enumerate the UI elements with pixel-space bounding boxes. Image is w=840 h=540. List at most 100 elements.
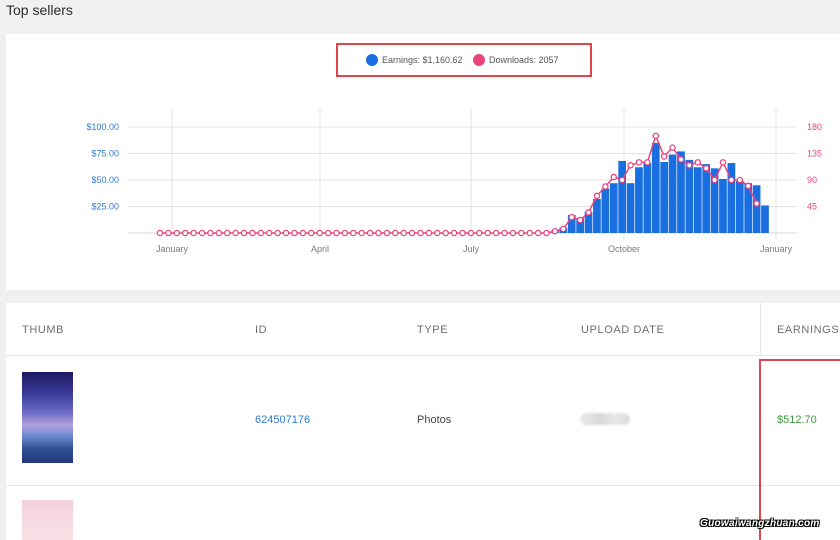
legend-downloads[interactable]: Downloads: 2057 <box>473 54 559 66</box>
earnings-bar <box>693 167 702 233</box>
asset-earnings: $512.70 <box>777 414 817 426</box>
downloads-point <box>442 229 449 237</box>
downloads-point <box>627 162 634 169</box>
downloads-point <box>190 229 197 237</box>
downloads-point <box>291 229 298 237</box>
downloads-point <box>274 229 281 237</box>
x-tick-label: July <box>463 244 480 254</box>
downloads-point <box>341 229 349 237</box>
earnings-downloads-chart: $100.00 $75.00 $50.00 $25.00 180 135 90 45 Janua… <box>86 108 822 254</box>
downloads-point <box>652 132 660 140</box>
downloads-point <box>686 162 693 169</box>
y-right-tick-label: 45 <box>807 202 817 212</box>
earnings-bar <box>635 167 643 233</box>
downloads-point <box>392 229 399 237</box>
downloads-point <box>299 229 307 237</box>
x-tick-label: October <box>608 244 640 254</box>
downloads-point <box>375 229 382 237</box>
downloads-point <box>551 227 559 235</box>
earnings-bar <box>593 199 601 233</box>
legend-earnings[interactable]: Earnings: $1,160.62 <box>366 54 463 66</box>
earnings-bar <box>677 151 685 233</box>
earnings-bar <box>735 181 744 233</box>
top-sellers-table <box>6 303 840 540</box>
downloads-point <box>383 229 391 237</box>
column-header-id[interactable]: ID <box>255 324 268 336</box>
downloads-point <box>694 159 702 166</box>
downloads-point <box>744 182 752 190</box>
y-left-tick-label: $25.00 <box>91 202 119 212</box>
row-divider <box>6 485 840 486</box>
downloads-point <box>677 156 685 163</box>
earnings-bar <box>744 183 753 233</box>
column-header-type[interactable]: TYPE <box>417 324 449 336</box>
downloads-point <box>543 229 550 237</box>
header-divider <box>6 355 840 356</box>
downloads-point <box>198 229 206 237</box>
y-right-tick-label: 180 <box>807 122 822 132</box>
page-title: Top sellers <box>6 2 73 18</box>
earnings-bar <box>626 183 635 233</box>
downloads-point <box>450 229 458 237</box>
earnings-bar <box>685 159 694 233</box>
earnings-bar <box>660 161 669 233</box>
earnings-bar <box>727 163 736 233</box>
downloads-point <box>333 229 340 237</box>
downloads-point <box>644 159 651 166</box>
downloads-point <box>719 159 727 166</box>
downloads-point <box>669 144 676 151</box>
downloads-point <box>518 229 525 237</box>
downloads-point <box>593 192 601 200</box>
downloads-point <box>358 229 365 237</box>
x-tick-label: January <box>156 244 189 254</box>
watermark: Guowaiwangzhuan.com <box>700 518 820 529</box>
downloads-point <box>618 176 626 184</box>
earnings-bar <box>618 160 627 233</box>
downloads-point <box>282 229 290 237</box>
downloads-point <box>232 229 239 237</box>
earnings-bar <box>651 142 660 233</box>
downloads-point <box>249 229 256 237</box>
downloads-point <box>366 229 374 237</box>
downloads-point <box>156 229 164 237</box>
downloads-point <box>257 229 265 237</box>
downloads-point <box>635 159 643 166</box>
downloads-point <box>181 229 189 237</box>
downloads-point <box>610 173 618 181</box>
column-header-upload-date[interactable]: UPLOAD DATE <box>581 324 665 336</box>
earnings-bar <box>668 154 677 233</box>
downloads-point <box>316 229 323 237</box>
downloads-dot-icon <box>473 54 485 66</box>
downloads-point <box>568 213 575 221</box>
earnings-bar <box>710 168 719 233</box>
earnings-bar <box>601 188 610 233</box>
column-header-thumb[interactable]: THUMB <box>22 324 65 336</box>
downloads-point <box>585 209 592 216</box>
earnings-bar <box>643 163 652 233</box>
downloads-point <box>728 176 735 184</box>
thumbnail-image[interactable] <box>22 500 73 540</box>
x-tick-label: January <box>760 244 793 254</box>
y-left-tick-label: $75.00 <box>91 149 119 159</box>
downloads-point <box>501 229 508 237</box>
downloads-point <box>324 229 332 237</box>
earnings-bar <box>609 183 618 233</box>
downloads-point <box>711 176 718 184</box>
legend-highlight-box <box>336 43 592 77</box>
column-header-earnings[interactable]: EARNINGS <box>777 324 840 336</box>
downloads-point <box>223 229 231 237</box>
downloads-point <box>492 229 500 237</box>
downloads-point <box>509 229 517 237</box>
downloads-point <box>425 229 433 237</box>
downloads-point <box>534 229 542 237</box>
legend-downloads-label: Downloads: 2057 <box>489 55 559 65</box>
downloads-point <box>207 229 214 237</box>
downloads-point <box>215 229 223 237</box>
thumbnail-image[interactable] <box>22 372 73 463</box>
asset-id-link[interactable]: 624507176 <box>255 414 311 426</box>
downloads-point <box>702 164 710 172</box>
earnings-bar <box>567 214 576 233</box>
downloads-point <box>350 229 357 237</box>
downloads-point <box>736 176 744 184</box>
earnings-bar <box>752 185 761 233</box>
